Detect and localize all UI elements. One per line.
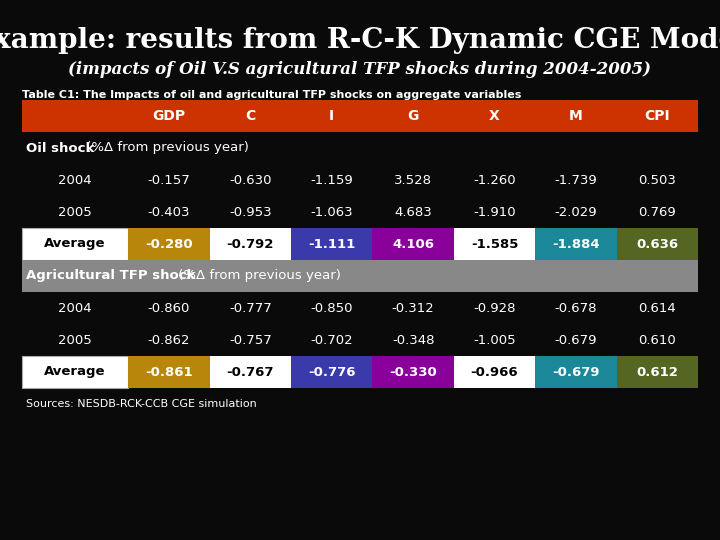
Bar	[22, 356, 128, 388]
Text: -0.953: -0.953	[229, 206, 271, 219]
Text: Table C1: The Impacts of oil and agricultural TFP shocks on aggregate variables: Table C1: The Impacts of oil and agricul…	[22, 90, 521, 100]
Text: -1.739: -1.739	[554, 173, 598, 186]
Text: -0.757: -0.757	[229, 334, 271, 347]
Text: -1.910: -1.910	[473, 206, 516, 219]
Text: (impacts of Oil V.S agricultural TFP shocks during 2004-2005): (impacts of Oil V.S agricultural TFP sho…	[68, 62, 652, 78]
Bar	[291, 100, 372, 132]
Text: -1.585: -1.585	[471, 238, 518, 251]
Bar	[291, 356, 372, 388]
Text: Sources: NESDB-RCK-CCB CGE simulation: Sources: NESDB-RCK-CCB CGE simulation	[26, 399, 257, 409]
Text: -1.063: -1.063	[310, 206, 353, 219]
Text: -0.776: -0.776	[308, 366, 356, 379]
Bar	[535, 228, 616, 260]
Bar	[128, 100, 210, 132]
Bar	[291, 228, 372, 260]
Text: M: M	[569, 109, 582, 123]
Text: -0.777: -0.777	[229, 301, 271, 314]
Bar	[22, 100, 128, 132]
Text: G: G	[408, 109, 419, 123]
Text: X: X	[489, 109, 500, 123]
Bar	[454, 356, 535, 388]
Text: 2005: 2005	[58, 206, 92, 219]
Bar	[210, 228, 291, 260]
Bar	[22, 292, 698, 324]
Bar	[454, 100, 535, 132]
Text: CPI: CPI	[644, 109, 670, 123]
Text: 0.612: 0.612	[636, 366, 678, 379]
Text: -0.312: -0.312	[392, 301, 435, 314]
Bar	[22, 196, 698, 228]
Text: 0.503: 0.503	[639, 173, 676, 186]
Text: (%Δ from previous year): (%Δ from previous year)	[82, 141, 249, 154]
Bar	[535, 100, 616, 132]
Text: 4.106: 4.106	[392, 238, 434, 251]
Text: -0.330: -0.330	[390, 366, 437, 379]
Bar	[210, 100, 291, 132]
Text: -1.884: -1.884	[552, 238, 600, 251]
Text: -0.630: -0.630	[229, 173, 271, 186]
Text: C: C	[246, 109, 256, 123]
Bar	[535, 356, 616, 388]
Text: Example: results from R-C-K Dynamic CGE Model: Example: results from R-C-K Dynamic CGE …	[0, 26, 720, 53]
Text: -2.029: -2.029	[554, 206, 597, 219]
Text: 0.614: 0.614	[639, 301, 676, 314]
Text: 2005: 2005	[58, 334, 92, 347]
Text: 0.636: 0.636	[636, 238, 678, 251]
Bar	[22, 228, 128, 260]
Text: Oil shock: Oil shock	[26, 141, 94, 154]
Text: Average: Average	[45, 238, 106, 251]
Bar	[22, 324, 698, 356]
Bar	[372, 228, 454, 260]
Text: Agricultural TFP shock: Agricultural TFP shock	[26, 269, 196, 282]
Bar	[372, 100, 454, 132]
Text: 0.769: 0.769	[639, 206, 676, 219]
Bar	[128, 356, 210, 388]
Text: -0.157: -0.157	[148, 173, 190, 186]
Bar	[454, 228, 535, 260]
Bar	[128, 228, 210, 260]
Text: -0.403: -0.403	[148, 206, 190, 219]
Bar	[22, 164, 698, 196]
Text: -1.260: -1.260	[473, 173, 516, 186]
Text: -0.928: -0.928	[473, 301, 516, 314]
Text: I: I	[329, 109, 334, 123]
Text: -0.280: -0.280	[145, 238, 193, 251]
Text: 3.528: 3.528	[394, 173, 432, 186]
Text: -0.850: -0.850	[310, 301, 353, 314]
Text: 0.610: 0.610	[639, 334, 676, 347]
Text: -0.792: -0.792	[227, 238, 274, 251]
Text: 4.683: 4.683	[395, 206, 432, 219]
Text: -0.348: -0.348	[392, 334, 434, 347]
Text: -1.111: -1.111	[308, 238, 356, 251]
Text: -0.861: -0.861	[145, 366, 193, 379]
Text: 2004: 2004	[58, 301, 92, 314]
Text: -0.678: -0.678	[554, 301, 597, 314]
Text: -0.679: -0.679	[552, 366, 600, 379]
Bar	[210, 356, 291, 388]
Text: -1.159: -1.159	[310, 173, 353, 186]
Text: -0.860: -0.860	[148, 301, 190, 314]
Bar	[616, 356, 698, 388]
Bar	[616, 100, 698, 132]
Text: (%Δ from previous year): (%Δ from previous year)	[174, 269, 341, 282]
Text: -0.767: -0.767	[227, 366, 274, 379]
Bar	[616, 228, 698, 260]
Text: -0.702: -0.702	[310, 334, 353, 347]
Bar	[372, 356, 454, 388]
Text: 2004: 2004	[58, 173, 92, 186]
Text: -0.862: -0.862	[148, 334, 190, 347]
Text: Average: Average	[45, 366, 106, 379]
Bar	[22, 260, 698, 292]
Text: GDP: GDP	[153, 109, 186, 123]
Text: -1.005: -1.005	[473, 334, 516, 347]
Text: -0.966: -0.966	[471, 366, 518, 379]
Text: -0.679: -0.679	[554, 334, 597, 347]
Bar	[22, 132, 698, 164]
